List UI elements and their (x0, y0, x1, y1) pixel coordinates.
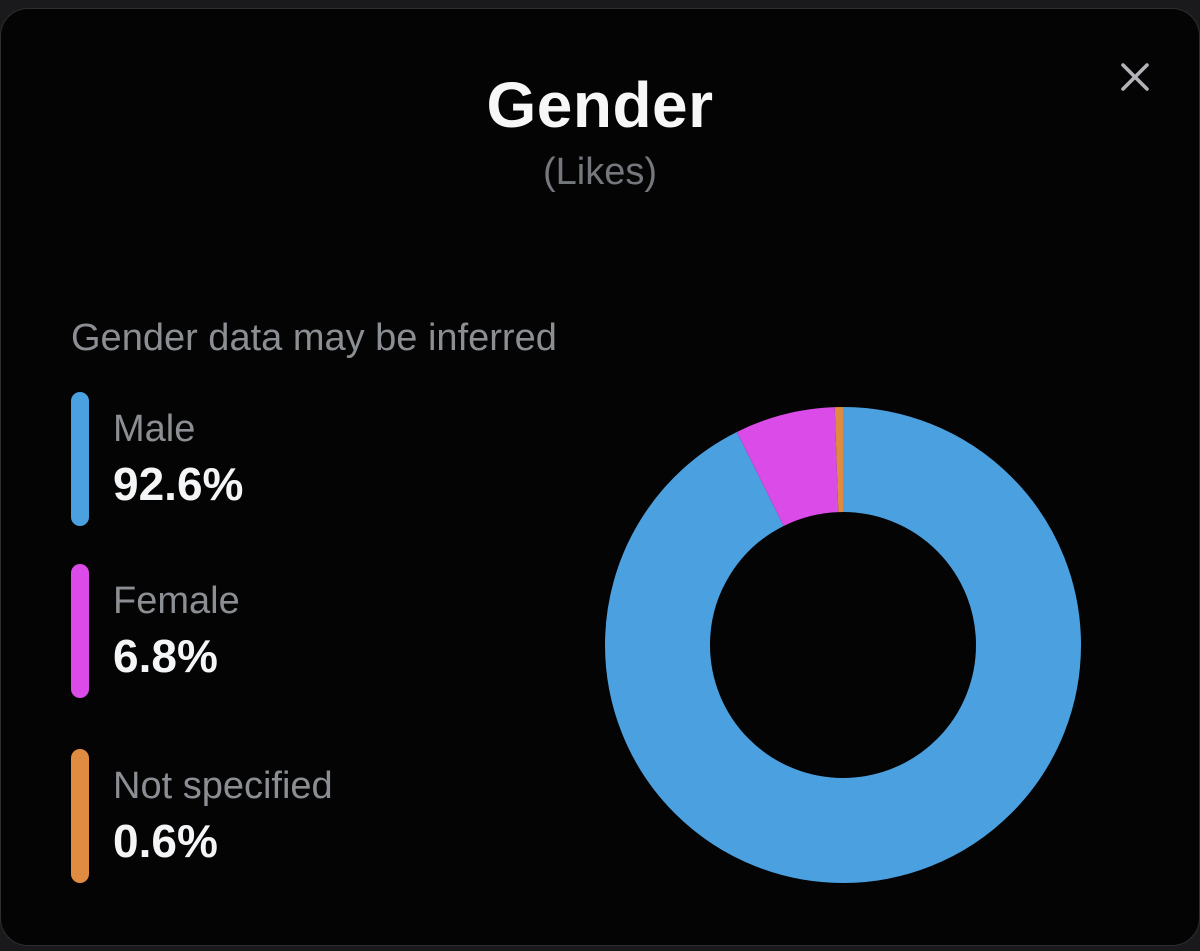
legend-item-not-specified: Not specified 0.6% (71, 749, 333, 883)
legend-value: 92.6% (113, 457, 244, 510)
inferred-data-note: Gender data may be inferred (71, 317, 557, 359)
donut-segment-not-specified (605, 407, 1081, 883)
close-icon (1121, 63, 1149, 91)
legend-value: 0.6% (113, 814, 218, 867)
legend-label: Not specified (113, 765, 333, 808)
page-title: Gender (486, 69, 714, 141)
legend-item-male: Male 92.6% (71, 392, 243, 526)
legend-swatch-male (71, 392, 89, 526)
gender-donut-chart (605, 407, 1081, 883)
donut-segment-male (605, 407, 1081, 883)
legend-value: 6.8% (113, 629, 218, 682)
legend-label: Female (113, 580, 240, 623)
legend-item-female: Female 6.8% (71, 564, 240, 698)
close-button[interactable] (1111, 53, 1159, 101)
modal-header: Gender (Likes) (1, 9, 1199, 195)
legend-swatch-female (71, 564, 89, 698)
donut-svg (605, 407, 1081, 883)
legend-swatch-not-specified (71, 749, 89, 883)
gender-modal: Gender (Likes) Gender data may be inferr… (0, 8, 1200, 946)
page-subtitle: (Likes) (542, 150, 658, 193)
legend-label: Male (113, 408, 196, 451)
